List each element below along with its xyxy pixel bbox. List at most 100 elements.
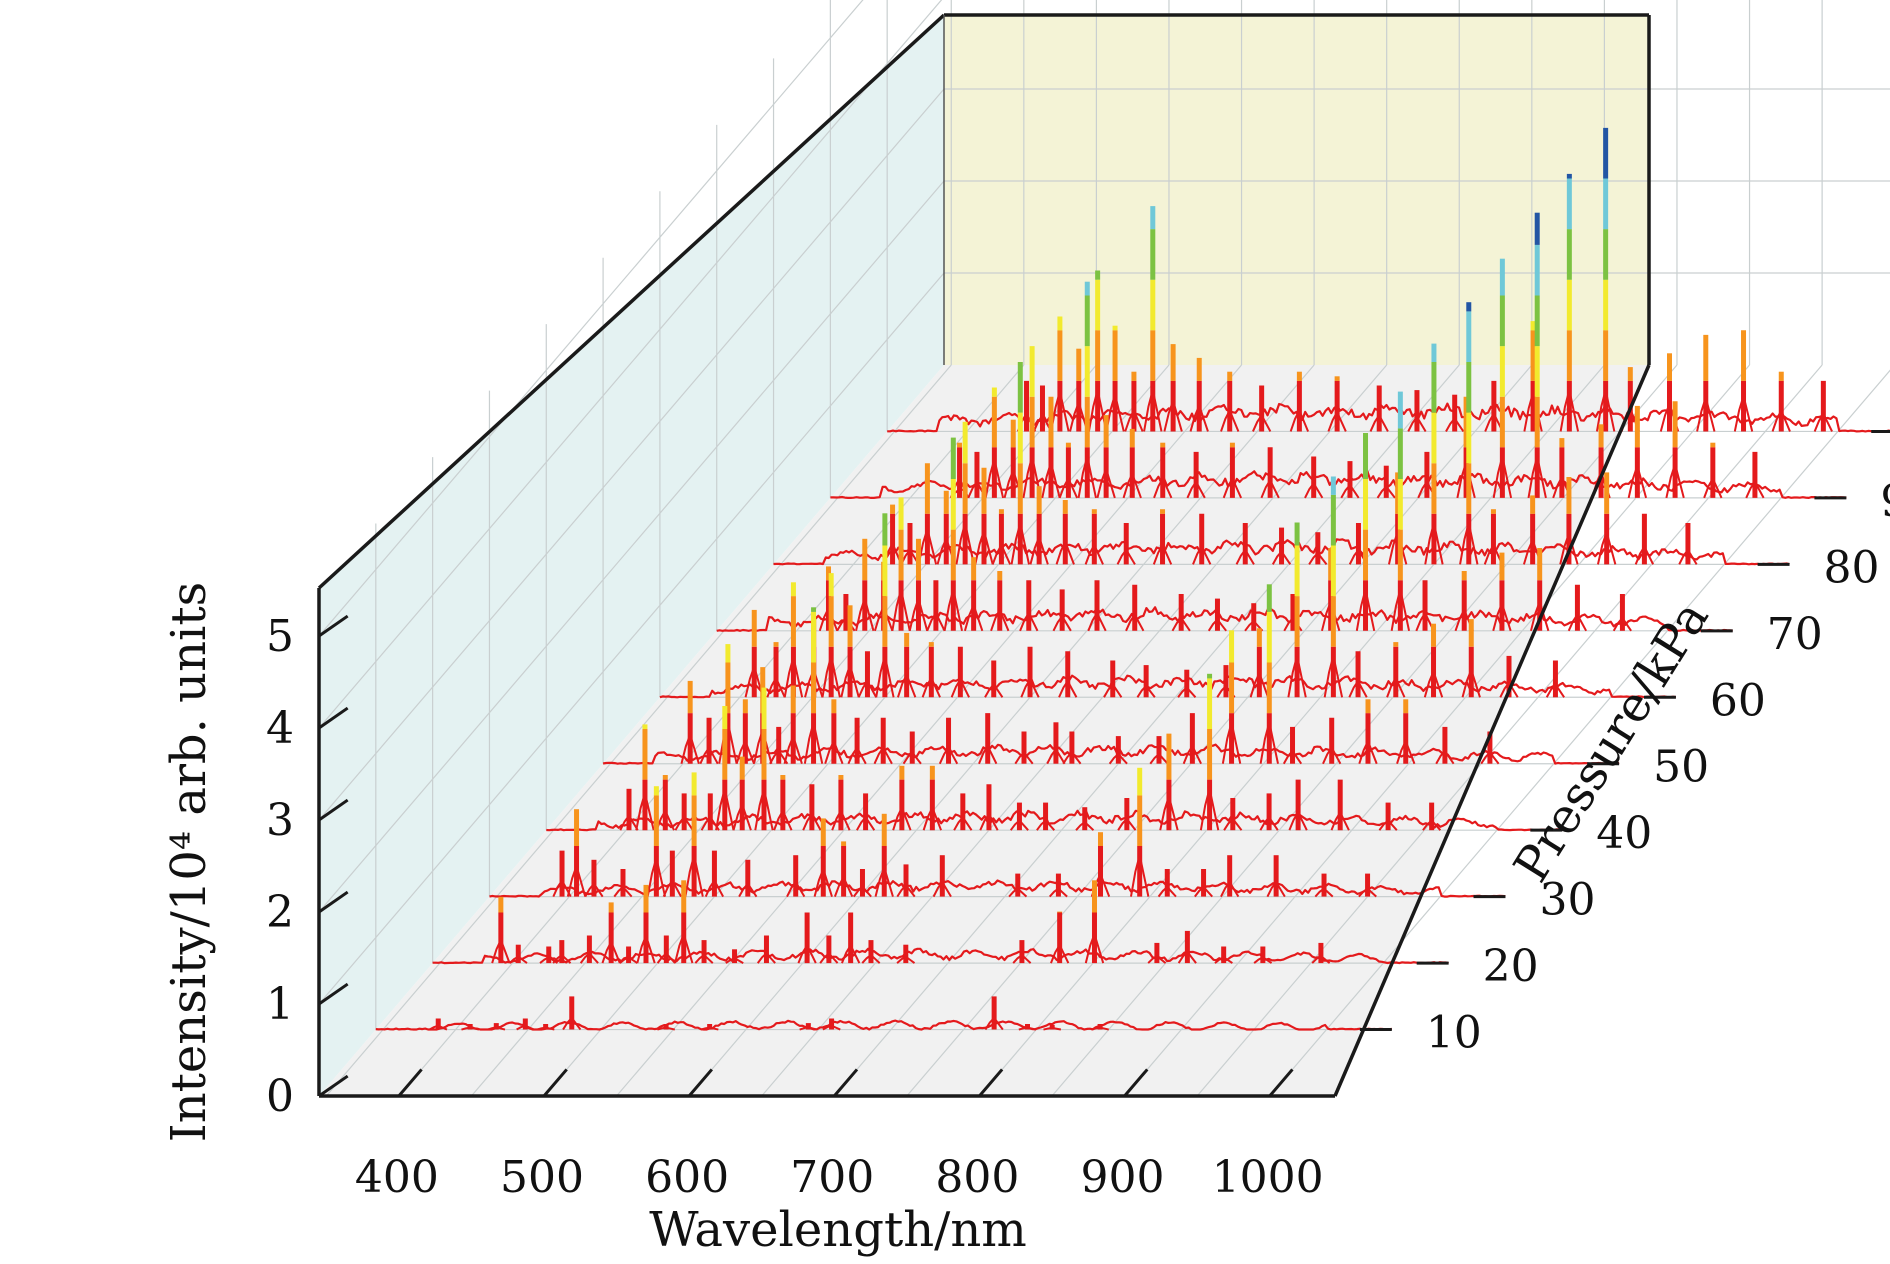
peak-50-820	[1282, 726, 1303, 765]
peak-20-890	[1214, 946, 1233, 964]
peak-shoulder-70-472	[891, 589, 911, 632]
peak-shoulder-10-410	[461, 1026, 480, 1031]
peak-shoulder-60-784	[1287, 655, 1307, 698]
peak-30-395	[552, 850, 572, 898]
peak-shoulder-30-617	[874, 864, 894, 897]
peak-shoulder-80-490	[974, 526, 994, 565]
peak-20-865	[1177, 930, 1197, 964]
peak-10-771	[984, 996, 1004, 1031]
peak-shoulder-90-597	[1186, 479, 1206, 499]
peak-40-413	[635, 724, 655, 831]
peak-shoulder-100-763	[1484, 411, 1504, 432]
peak-shoulder-30-657	[932, 880, 952, 898]
peak-90-622	[1222, 442, 1243, 499]
peak-80-893	[1559, 477, 1579, 565]
peak-shoulder-50-538	[873, 745, 893, 765]
peak-shoulder-50-820	[1282, 749, 1303, 765]
peak-shoulder-100-502	[1105, 390, 1125, 432]
peak-50-925	[1435, 726, 1455, 765]
peak-shoulder-50-847	[1322, 745, 1342, 765]
peak-shoulder-90-703	[1340, 483, 1360, 499]
peak-30-837	[1194, 869, 1214, 898]
peak-80-919	[1596, 472, 1617, 565]
peak-40-892	[1330, 779, 1350, 831]
peak-shoulder-100-490	[1087, 389, 1108, 432]
peak-shoulder-80-640	[1192, 544, 1212, 565]
peak-shoulder-40-548	[831, 808, 851, 831]
peak-shoulder-30-709	[1008, 887, 1028, 898]
peak-90-522	[1077, 281, 1097, 499]
peak-80-515	[1010, 362, 1030, 565]
peak-100-528	[1143, 206, 1163, 432]
x-tick-label-700: 700	[790, 1152, 874, 1203]
peak-30-709	[1008, 873, 1028, 898]
peak-30-950	[1358, 873, 1377, 898]
peak-shoulder-70-833	[1415, 611, 1435, 632]
x-tick-900	[1123, 1068, 1149, 1097]
peak-shoulder-10-794	[1018, 1026, 1037, 1031]
peak-shoulder-50-583	[938, 745, 959, 765]
peak-shoulder-70-422	[818, 605, 839, 632]
peak-shoulder-100-629	[1289, 408, 1310, 432]
peak-10-448	[516, 1018, 535, 1031]
x-tick-label-800: 800	[935, 1152, 1019, 1203]
peak-70-969	[1612, 594, 1632, 632]
peak-shoulder-60-425	[766, 675, 786, 698]
peak-shoulder-50-558	[902, 750, 922, 765]
peak-10-811	[1043, 1024, 1062, 1031]
peak-40-689	[1036, 802, 1056, 831]
left-grid-y-1	[318, 272, 945, 1005]
peak-40-671	[1009, 802, 1029, 831]
peak-shoulder-50-728	[1149, 752, 1169, 765]
peak-shoulder-50-700	[1108, 752, 1128, 765]
peak-shoulder-40-689	[1036, 819, 1056, 831]
peak-shoulder-100-736	[1445, 416, 1465, 433]
peak-100-655	[1327, 376, 1347, 432]
peak-shoulder-70-496	[926, 611, 946, 632]
z-tick-label-80: 80	[1824, 542, 1880, 593]
peak-40-955	[1422, 802, 1442, 831]
peak-shoulder-80-893	[1559, 530, 1579, 565]
peak-shoulder-30-737	[1048, 887, 1068, 898]
peak-100-603	[1252, 385, 1272, 432]
peak-shoulder-70-633	[1125, 612, 1145, 632]
peak-shoulder-50-443	[735, 738, 755, 765]
peak-30-471	[662, 850, 682, 898]
peak-shoulder-100-655	[1327, 409, 1347, 432]
peak-shoulder-90-982	[1745, 479, 1765, 499]
y-tick-5	[318, 614, 349, 638]
peak-80-824	[1459, 302, 1479, 565]
peak-shoulder-20-890	[1214, 956, 1233, 964]
peak-70-768	[1321, 548, 1341, 632]
peak-shoulder-90-648	[1260, 478, 1280, 499]
spectrum-90kPa	[830, 212, 1847, 499]
peak-80-588	[1116, 523, 1136, 565]
peak-30-602	[852, 869, 872, 898]
frame	[317, 13, 1651, 1098]
peak-30-812	[1157, 869, 1177, 898]
peak-70-422	[818, 566, 839, 632]
peak-shoulder-70-484	[908, 595, 929, 632]
peak-100-684	[1369, 385, 1389, 432]
peak-shoulder-90-901	[1627, 462, 1648, 499]
peak-shoulder-20-532	[694, 953, 714, 964]
peak-20-801	[1084, 880, 1105, 964]
peak-shoulder-40-402	[619, 813, 639, 831]
peak-50-847	[1322, 717, 1342, 765]
peak-shoulder-50-751	[1182, 743, 1202, 765]
peak-shoulder-50-520	[847, 745, 867, 765]
peak-shoulder-70-447	[855, 595, 875, 632]
peak-shoulder-10-428	[487, 1026, 506, 1031]
peak-shoulder-60-515	[896, 672, 917, 698]
peak-shoulder-80-477	[955, 522, 975, 565]
peak-30-617	[874, 813, 894, 897]
peak-shoulder-20-957	[1311, 954, 1331, 964]
peak-shoulder-40-925	[1378, 819, 1398, 831]
peak-shoulder-60-930	[1499, 680, 1519, 698]
peak-shoulder-70-690	[1207, 618, 1227, 632]
peak-80-613	[1152, 509, 1173, 565]
peak-100-710	[1407, 390, 1427, 432]
peak-30-500	[704, 850, 725, 898]
peak-shoulder-30-632	[896, 883, 916, 898]
peak-shoulder-90-484	[1022, 456, 1042, 499]
